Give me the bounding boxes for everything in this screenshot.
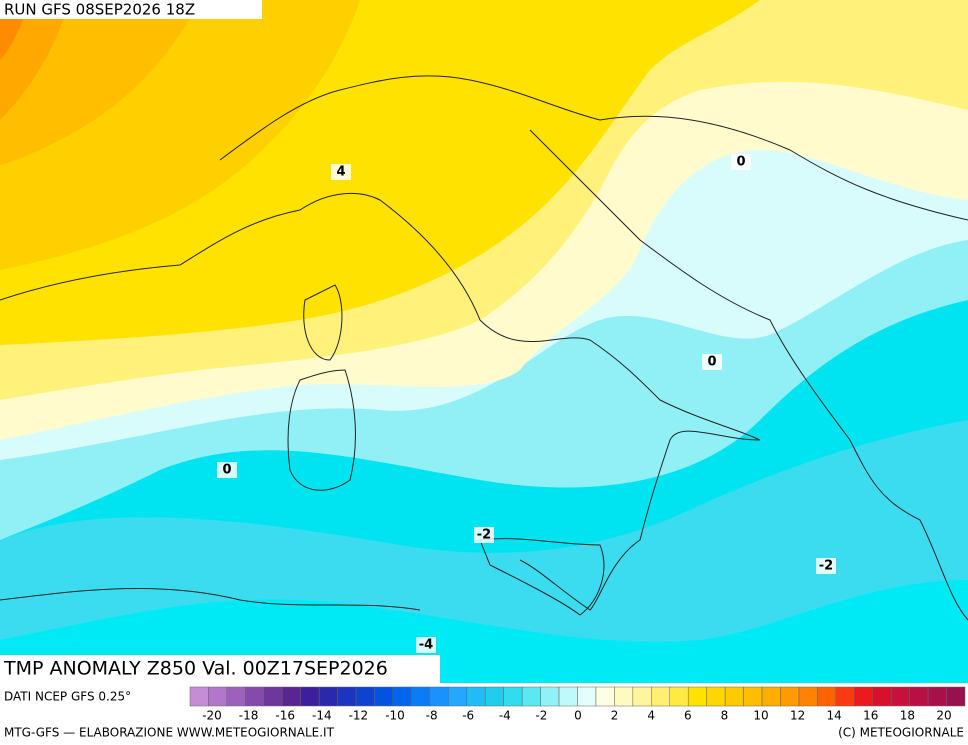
- colorbar-label: 12: [790, 709, 805, 723]
- colorbar-swatch: [872, 686, 892, 707]
- colorbar-label: -6: [462, 709, 474, 723]
- colorbar-swatch: [300, 686, 320, 707]
- coastlines: [0, 75, 968, 621]
- colorbar-label: -18: [239, 709, 259, 723]
- colorbar-swatch: [263, 686, 283, 707]
- colorbar-swatch: [337, 686, 357, 707]
- footer-left: MTG-GFS — ELABORAZIONE WWW.METEOGIORNALE…: [4, 726, 335, 740]
- contour-label: -2: [819, 559, 833, 574]
- run-label: RUN GFS 08SEP2026 18Z: [4, 1, 195, 19]
- colorbar-swatch: [318, 686, 338, 707]
- map-title: TMP ANOMALY Z850 Val. 00Z17SEP2026: [3, 658, 388, 680]
- colorbar-swatch: [687, 686, 707, 707]
- colorbar-label: -16: [275, 709, 295, 723]
- colorbar-swatch: [282, 686, 301, 707]
- contour-label-bg: [474, 527, 494, 543]
- colorbar-swatch: [632, 686, 652, 707]
- band: [0, 420, 968, 642]
- colorbar-label: -10: [385, 709, 405, 723]
- colorbar-swatch: [835, 686, 855, 707]
- contour-label-bg: [816, 558, 836, 574]
- colorbar-swatch: [761, 686, 781, 707]
- contour-label: 0: [736, 155, 745, 170]
- band: [0, 540, 968, 683]
- colorbar-swatch: [946, 686, 966, 707]
- colorbar-swatch: [780, 686, 800, 707]
- run-box: [0, 0, 262, 19]
- colorbar-swatch: [817, 686, 837, 707]
- colorbar-swatch: [226, 686, 246, 707]
- contour-label: -4: [419, 638, 433, 653]
- colorbar-swatch: [189, 686, 209, 707]
- contour-label-bg: [217, 462, 237, 478]
- colorbar-swatch: [355, 686, 375, 707]
- colorbar-label: 18: [900, 709, 915, 723]
- footer-right: (C) METEOGIORNALE: [838, 726, 964, 740]
- contour-label: 0: [707, 355, 716, 370]
- colorbar-label: 14: [827, 709, 842, 723]
- colorbar-label: -20: [202, 709, 222, 723]
- contour-label-bg: [416, 637, 436, 653]
- colorbar-swatch: [798, 686, 818, 707]
- title-box: [0, 655, 440, 683]
- colorbar-label: 10: [753, 709, 768, 723]
- colorbar-swatch: [448, 686, 468, 707]
- colorbar: -20 -18 -16 -14 -12 -10 -8 -6 -4 -2 0 2 4 6 8 10 12 14 16 1…: [189, 686, 966, 723]
- colorbar-swatch: [614, 686, 634, 707]
- colorbar-swatch: [669, 686, 689, 707]
- contour-label: 0: [222, 463, 231, 478]
- contour-label-bg: [702, 354, 722, 370]
- colorbar-swatch: [374, 686, 394, 707]
- colorbar-label: 0: [574, 709, 582, 723]
- colorbar-label: -8: [426, 709, 438, 723]
- colorbar-swatch: [577, 686, 597, 707]
- colorbar-swatch: [558, 686, 578, 707]
- colorbar-swatch: [392, 686, 412, 707]
- colorbar-label: -4: [499, 709, 511, 723]
- colorbar-label: 16: [863, 709, 878, 723]
- colorbar-swatch: [484, 686, 504, 707]
- colorbar-swatch: [706, 686, 726, 707]
- colorbar-swatch: [429, 686, 449, 707]
- colorbar-label: 20: [936, 709, 951, 723]
- source-label: DATI NCEP GFS 0.25°: [4, 690, 131, 704]
- contour-labels: 4 0 0 0 -2 -2 -4: [217, 154, 836, 653]
- colorbar-label: -2: [535, 709, 547, 723]
- contour-label-bg: [331, 164, 351, 180]
- contour-label-bg: [731, 154, 751, 170]
- colorbar-label: -14: [312, 709, 332, 723]
- colorbar-swatch: [595, 686, 615, 707]
- colorbar-swatch: [540, 686, 560, 707]
- colorbar-label: -12: [349, 709, 369, 723]
- colorbar-swatch: [245, 686, 265, 707]
- colorbar-swatch: [411, 686, 431, 707]
- colorbar-swatch: [927, 686, 947, 707]
- colorbar-swatch: [909, 686, 929, 707]
- colorbar-label: 8: [721, 709, 729, 723]
- colorbar-swatch: [854, 686, 873, 707]
- colorbar-swatch: [651, 686, 671, 707]
- colorbar-label: 6: [684, 709, 692, 723]
- colorbar-swatch: [466, 686, 486, 707]
- contour-label: 4: [336, 165, 345, 180]
- colorbar-swatch: [743, 686, 763, 707]
- colorbar-swatch: [208, 686, 228, 707]
- colorbar-swatch: [724, 686, 744, 707]
- colorbar-swatch: [521, 686, 541, 707]
- colorbar-label: 2: [611, 709, 619, 723]
- colorbar-swatch: [503, 686, 523, 707]
- colorbar-swatch: [890, 686, 910, 707]
- contour-label: -2: [477, 528, 491, 543]
- colorbar-label: 4: [647, 709, 655, 723]
